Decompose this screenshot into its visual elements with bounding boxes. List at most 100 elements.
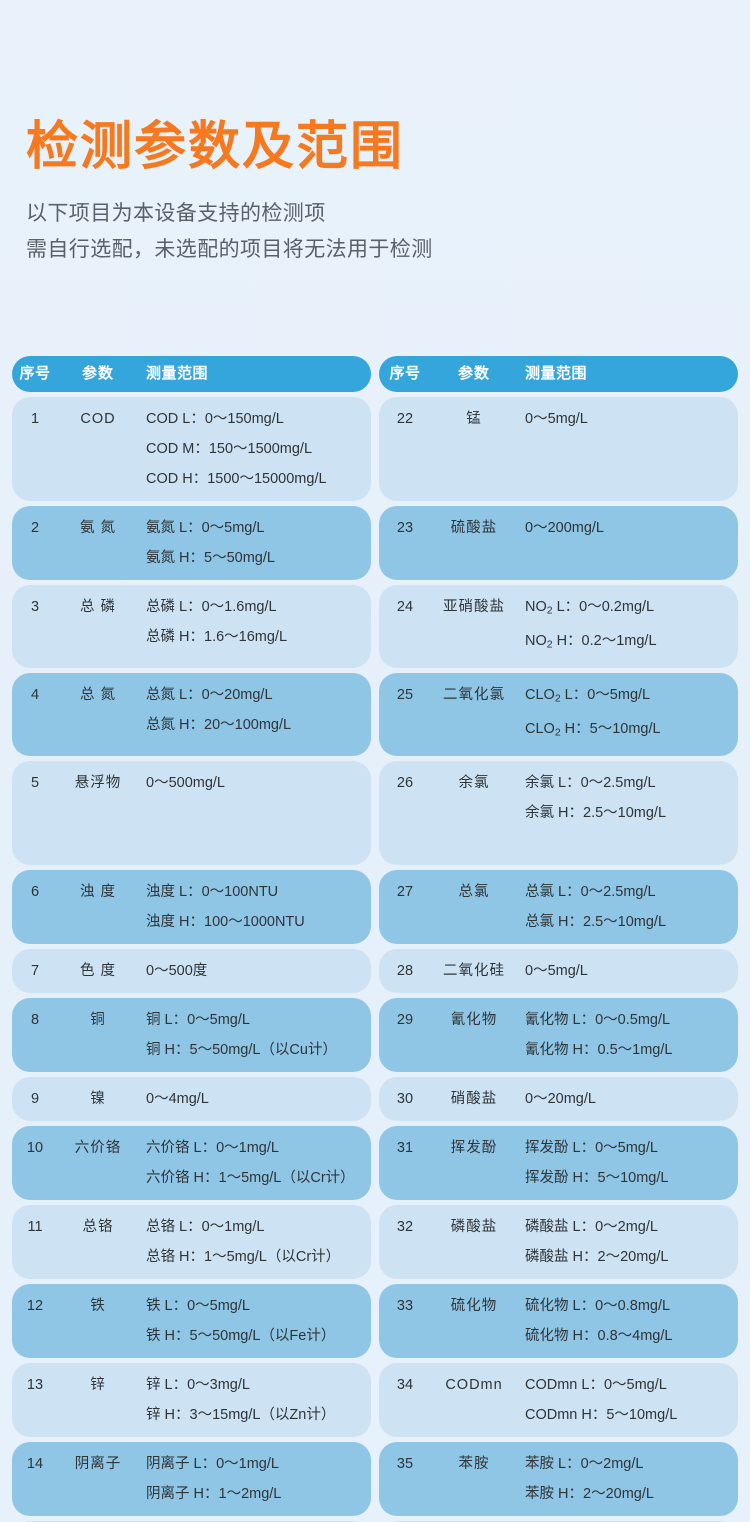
table-row: 25 二氧化氯 CLO2 L：0～5mg/L CLO2 H：5～10mg/L [379,673,738,756]
range-line: 磷酸盐 L：0～2mg/L [525,1219,658,1235]
range-line: 总铬 L：0～1mg/L [146,1219,265,1235]
table-row: 28 二氧化硅 0～5mg/L [379,949,738,993]
table-row: 29 氰化物 氰化物 L：0～0.5mg/L 氰化物 H：0.5～1mg/L [379,998,738,1072]
range-line: 铁 H：5～50mg/L（以Fe计） [146,1328,336,1344]
cell-parameter: CODmn [445,1377,503,1393]
cell-parameter: 磷酸盐 [450,1219,498,1235]
cell-no: 25 [396,687,414,703]
table-row: 13 锌 锌 L：0～3mg/L 锌 H：3～15mg/L（以Zn计） [12,1363,371,1437]
range-line: 氨氮 H：5～50mg/L [146,550,275,566]
range-line: 氰化物 L：0～0.5mg/L [525,1012,671,1028]
range-line: 硫化物 H：0.8～4mg/L [525,1328,673,1344]
range-line: CLO2 L：0～5mg/L [525,687,651,705]
table-row: 7 色 度 0～500度 [12,949,371,993]
table-row: 33 硫化物 硫化物 L：0～0.8mg/L 硫化物 H：0.8～4mg/L [379,1284,738,1358]
cell-range: 0～5mg/L [517,404,738,494]
cell-no: 7 [30,963,40,979]
table-header-row-left: 序号 参数 测量范围 [12,356,371,392]
range-line: COD L：0～150mg/L [146,411,284,427]
cell-range: 六价铬 L：0～1mg/L 六价铬 H：1～5mg/L（以Cr计） [138,1133,371,1193]
table-body-right: 22 锰 0～5mg/L 23 硫酸盐 0～200mg/L 24 亚硝酸盐 NO2 L：0～… [379,397,738,1522]
cell-range: 阴离子 L：0～1mg/L 阴离子 H：1～2mg/L [138,1449,371,1509]
range-line: 总铬 H：1～5mg/L（以Cr计） [146,1249,341,1265]
column-header-range: 测量范围 [146,365,209,382]
cell-range: 总氯 L：0～2.5mg/L 总氯 H：2.5～10mg/L [517,877,738,937]
cell-parameter: 亚硝酸盐 [443,599,505,615]
cell-no: 1 [30,411,40,427]
column-header-param: 参数 [81,365,114,382]
range-line: 0～200mg/L [525,520,604,536]
range-line: CODmn H：5～10mg/L [525,1407,678,1423]
cell-range: 浊度 L：0～100NTU 浊度 H：100～1000NTU [138,877,371,937]
cell-range: 0～20mg/L [517,1084,738,1114]
range-line: NO2 H：0.2～1mg/L [525,633,657,651]
range-line: 氰化物 H：0.5～1mg/L [525,1042,673,1058]
cell-range: 氰化物 L：0～0.5mg/L 氰化物 H：0.5～1mg/L [517,1005,738,1065]
range-line: 苯胺 H：2～20mg/L [525,1486,654,1502]
range-line: 浊度 H：100～1000NTU [146,914,305,930]
cell-range: 0～500mg/L [138,768,371,858]
range-line: 总氮 L：0～20mg/L [146,687,273,703]
cell-no: 31 [396,1140,414,1156]
range-line: 锌 H：3～15mg/L（以Zn计） [146,1407,336,1423]
range-line: CODmn L：0～5mg/L [525,1377,667,1393]
cell-parameter: 苯胺 [458,1456,490,1472]
table-row: 10 六价铬 六价铬 L：0～1mg/L 六价铬 H：1～5mg/L（以Cr计） [12,1126,371,1200]
cell-range: 挥发酚 L：0～5mg/L 挥发酚 H：5～10mg/L [517,1133,738,1193]
table-header-row-right: 序号 参数 测量范围 [379,356,738,392]
range-line: 锌 L：0～3mg/L [146,1377,250,1393]
cell-no: 2 [30,520,40,536]
cell-parameter: 挥发酚 [450,1140,498,1156]
table-row: 12 铁 铁 L：0～5mg/L 铁 H：5～50mg/L（以Fe计） [12,1284,371,1358]
cell-range: 铁 L：0～5mg/L 铁 H：5～50mg/L（以Fe计） [138,1291,371,1351]
cell-range: NO2 L：0～0.2mg/L NO2 H：0.2～1mg/L [517,592,738,661]
cell-parameter: 铁 [90,1298,106,1314]
cell-no: 35 [396,1456,414,1472]
range-line: 阴离子 L：0～1mg/L [146,1456,279,1472]
cell-parameter: 镍 [90,1091,106,1107]
table-row: 35 苯胺 苯胺 L：0～2mg/L 苯胺 H：2～20mg/L [379,1442,738,1516]
cell-range: 0～200mg/L [517,513,738,573]
cell-range: 氨氮 L：0～5mg/L 氨氮 H：5～50mg/L [138,513,371,573]
range-line: 苯胺 L：0～2mg/L [525,1456,644,1472]
range-line: 总磷 H：1.6～16mg/L [146,629,288,645]
cell-parameter: 色 度 [79,963,117,979]
range-line: NO2 L：0～0.2mg/L [525,599,655,617]
cell-range: 磷酸盐 L：0～2mg/L 磷酸盐 H：2～20mg/L [517,1212,738,1272]
cell-no: 3 [30,599,40,615]
cell-parameter: 二氧化氯 [443,687,505,703]
table-row: 6 浊 度 浊度 L：0～100NTU 浊度 H：100～1000NTU [12,870,371,944]
cell-parameter: 铜 [90,1012,106,1028]
column-header-param: 参数 [457,365,490,382]
cell-no: 30 [396,1091,414,1107]
range-line [146,828,371,858]
page-title: 检测参数及范围 [26,118,405,176]
cell-parameter: 总铬 [82,1219,114,1235]
range-line: 硫化物 L：0～0.8mg/L [525,1298,671,1314]
cell-no: 24 [396,599,414,615]
cell-no: 9 [30,1091,40,1107]
cell-range: 0～5mg/L [517,956,738,986]
subtitle-line-1: 以下项目为本设备支持的检测项 [26,202,326,226]
cell-no: 32 [396,1219,414,1235]
cell-range: CODmn L：0～5mg/L CODmn H：5～10mg/L [517,1370,738,1430]
parameter-tables: 序号 参数 测量范围 1 COD COD L：0～150mg/L COD M：150～… [12,356,738,1522]
table-row: 24 亚硝酸盐 NO2 L：0～0.2mg/L NO2 H：0.2～1mg/L [379,585,738,668]
cell-no: 33 [396,1298,414,1314]
range-line [525,464,738,494]
range-line [146,798,371,828]
range-line: 磷酸盐 H：2～20mg/L [525,1249,669,1265]
cell-parameter: 锌 [90,1377,106,1393]
cell-no: 14 [26,1456,44,1472]
range-line: 氨氮 L：0～5mg/L [146,520,265,536]
cell-parameter: 氨 氮 [79,520,117,536]
range-line [525,543,738,573]
range-line: 0～5mg/L [525,411,588,427]
parameter-table-left: 序号 参数 测量范围 1 COD COD L：0～150mg/L COD M：150～… [12,356,371,1522]
cell-range: 总磷 L：0～1.6mg/L 总磷 H：1.6～16mg/L [138,592,371,652]
table-row: 31 挥发酚 挥发酚 L：0～5mg/L 挥发酚 H：5～10mg/L [379,1126,738,1200]
range-line: 铁 L：0～5mg/L [146,1298,250,1314]
range-line: 0～500mg/L [146,775,225,791]
range-line: 挥发酚 L：0～5mg/L [525,1140,658,1156]
